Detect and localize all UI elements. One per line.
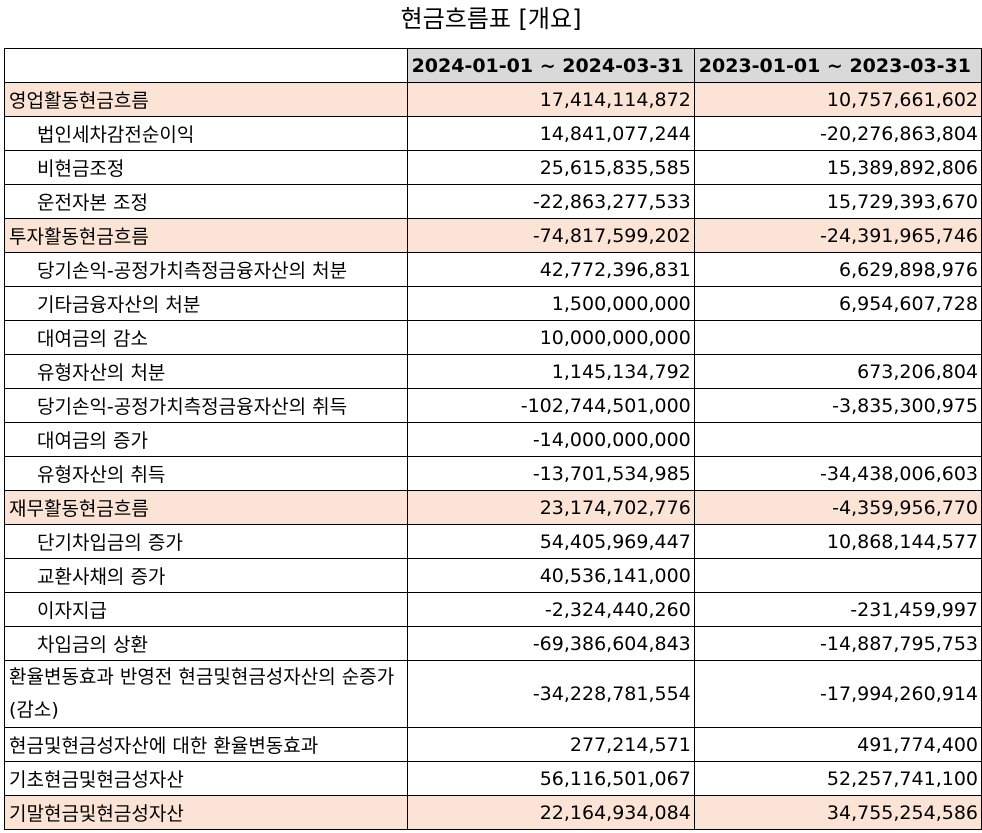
row-label: 운전자본 조정 <box>4 184 408 219</box>
table-row: 차입금의 상환 -69,386,604,843 -14,887,795,753 <box>4 626 982 661</box>
row-label: 영업활동현금흐름 <box>4 82 408 117</box>
row-label: 교환사채의 증가 <box>4 558 408 593</box>
row-value-2023: 10,868,144,577 <box>693 524 982 559</box>
cash-flow-table: 2024-01-01 ~ 2024-03-31 2023-01-01 ~ 202… <box>4 48 982 830</box>
table-row: 유형자산의 취득 -13,701,534,985 -34,438,006,603 <box>4 456 982 491</box>
row-value-2024: 40,536,141,000 <box>406 558 695 593</box>
row-value-2023: -20,276,863,804 <box>693 116 982 151</box>
row-label: 환율변동효과 반영전 현금및현금성자산의 순증가(감소) <box>4 660 408 728</box>
row-value-2023: 15,389,892,806 <box>693 150 982 185</box>
row-label: 법인세차감전순이익 <box>4 116 408 151</box>
table-row: 영업활동현금흐름 17,414,114,872 10,757,661,602 <box>4 82 982 117</box>
table-row: 법인세차감전순이익 14,841,077,244 -20,276,863,804 <box>4 116 982 151</box>
table-row: 현금및현금성자산에 대한 환율변동효과 277,214,571 491,774,… <box>4 727 982 762</box>
row-value-2023: 52,257,741,100 <box>693 761 982 796</box>
table-row: 비현금조정 25,615,835,585 15,389,892,806 <box>4 150 982 185</box>
row-label: 유형자산의 취득 <box>4 456 408 491</box>
table-row: 대여금의 증가 -14,000,000,000 <box>4 422 982 457</box>
row-label: 대여금의 증가 <box>4 422 408 457</box>
page-title: 현금흐름표 [개요] <box>400 5 582 33</box>
row-value-2024: 14,841,077,244 <box>406 116 695 151</box>
row-value-2023 <box>693 320 982 355</box>
row-value-2024: -74,817,599,202 <box>406 218 695 253</box>
row-value-2024: 1,500,000,000 <box>406 286 695 321</box>
row-label: 차입금의 상환 <box>4 626 408 661</box>
table-row: 기말현금및현금성자산 22,164,934,084 34,755,254,586 <box>4 795 982 830</box>
table-row: 기타금융자산의 처분 1,500,000,000 6,954,607,728 <box>4 286 982 321</box>
header-blank-cell <box>4 48 408 83</box>
row-value-2024: -2,324,440,260 <box>406 592 695 627</box>
row-value-2023: -34,438,006,603 <box>693 456 982 491</box>
row-value-2023: 6,954,607,728 <box>693 286 982 321</box>
row-value-2024: -34,228,781,554 <box>406 660 695 728</box>
row-value-2023: 15,729,393,670 <box>693 184 982 219</box>
table-row: 재무활동현금흐름 23,174,702,776 -4,359,956,770 <box>4 490 982 525</box>
row-label: 재무활동현금흐름 <box>4 490 408 525</box>
table-row: 당기손익-공정가치측정금융자산의 처분 42,772,396,831 6,629… <box>4 252 982 287</box>
row-value-2023: -3,835,300,975 <box>693 388 982 423</box>
row-label: 이자지급 <box>4 592 408 627</box>
row-value-2024: 25,615,835,585 <box>406 150 695 185</box>
row-value-2024: -22,863,277,533 <box>406 184 695 219</box>
row-value-2023: 34,755,254,586 <box>693 795 982 830</box>
row-value-2024: 1,145,134,792 <box>406 354 695 389</box>
row-label: 현금및현금성자산에 대한 환율변동효과 <box>4 727 408 762</box>
row-label: 단기차입금의 증가 <box>4 524 408 559</box>
row-value-2024: 23,174,702,776 <box>406 490 695 525</box>
row-value-2024: 54,405,969,447 <box>406 524 695 559</box>
row-value-2023: 491,774,400 <box>693 727 982 762</box>
table-row: 유형자산의 처분 1,145,134,792 673,206,804 <box>4 354 982 389</box>
table-row: 기초현금및현금성자산 56,116,501,067 52,257,741,100 <box>4 761 982 796</box>
header-period-2024: 2024-01-01 ~ 2024-03-31 <box>406 48 695 83</box>
row-label: 기초현금및현금성자산 <box>4 761 408 796</box>
row-value-2023: 10,757,661,602 <box>693 82 982 117</box>
table-row: 대여금의 감소 10,000,000,000 <box>4 320 982 355</box>
row-label: 비현금조정 <box>4 150 408 185</box>
table-row: 교환사채의 증가 40,536,141,000 <box>4 558 982 593</box>
row-value-2023: -231,459,997 <box>693 592 982 627</box>
table-row: 투자활동현금흐름 -74,817,599,202 -24,391,965,746 <box>4 218 982 253</box>
row-value-2023: 6,629,898,976 <box>693 252 982 287</box>
row-value-2024: 42,772,396,831 <box>406 252 695 287</box>
row-value-2023 <box>693 558 982 593</box>
row-label: 당기손익-공정가치측정금융자산의 처분 <box>4 252 408 287</box>
row-label: 당기손익-공정가치측정금융자산의 취득 <box>4 388 408 423</box>
table-header-row: 2024-01-01 ~ 2024-03-31 2023-01-01 ~ 202… <box>4 48 982 83</box>
row-value-2024: -13,701,534,985 <box>406 456 695 491</box>
table-row: 당기손익-공정가치측정금융자산의 취득 -102,744,501,000 -3,… <box>4 388 982 423</box>
row-label: 기타금융자산의 처분 <box>4 286 408 321</box>
row-value-2024: -14,000,000,000 <box>406 422 695 457</box>
table-row: 단기차입금의 증가 54,405,969,447 10,868,144,577 <box>4 524 982 559</box>
row-value-2023: -14,887,795,753 <box>693 626 982 661</box>
row-value-2023 <box>693 422 982 457</box>
table-row: 이자지급 -2,324,440,260 -231,459,997 <box>4 592 982 627</box>
header-period-2023: 2023-01-01 ~ 2023-03-31 <box>693 48 982 83</box>
row-value-2024: 56,116,501,067 <box>406 761 695 796</box>
row-value-2024: -102,744,501,000 <box>406 388 695 423</box>
row-value-2023: -4,359,956,770 <box>693 490 982 525</box>
row-label: 기말현금및현금성자산 <box>4 795 408 830</box>
row-value-2024: 10,000,000,000 <box>406 320 695 355</box>
row-value-2023: -24,391,965,746 <box>693 218 982 253</box>
table-row: 운전자본 조정 -22,863,277,533 15,729,393,670 <box>4 184 982 219</box>
table-row: 환율변동효과 반영전 현금및현금성자산의 순증가(감소) -34,228,781… <box>4 660 982 728</box>
row-value-2024: 22,164,934,084 <box>406 795 695 830</box>
row-value-2023: 673,206,804 <box>693 354 982 389</box>
row-label: 유형자산의 처분 <box>4 354 408 389</box>
row-value-2024: -69,386,604,843 <box>406 626 695 661</box>
row-value-2024: 277,214,571 <box>406 727 695 762</box>
row-label: 투자활동현금흐름 <box>4 218 408 253</box>
row-value-2024: 17,414,114,872 <box>406 82 695 117</box>
row-value-2023: -17,994,260,914 <box>693 660 982 728</box>
row-label: 대여금의 감소 <box>4 320 408 355</box>
